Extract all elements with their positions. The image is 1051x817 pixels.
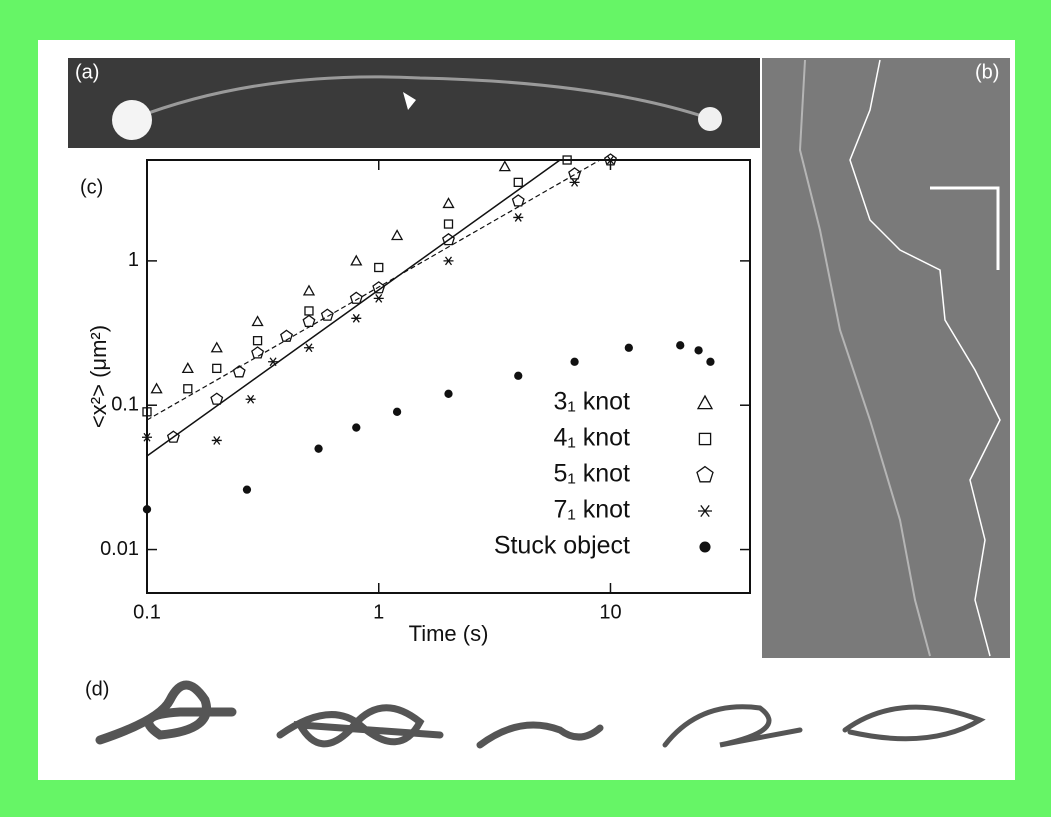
- marker: [142, 407, 152, 417]
- kymo-trace: [798, 59, 931, 657]
- dna-strand: [134, 75, 709, 120]
- panel-label: (d): [85, 678, 109, 700]
- marker: [511, 194, 525, 207]
- scale-bar: [930, 186, 1000, 270]
- marker: [212, 363, 222, 374]
- y-tick-label: 1: [128, 249, 139, 271]
- marker: [268, 357, 279, 367]
- marker: [442, 197, 455, 209]
- marker: [605, 155, 616, 165]
- marker: [443, 256, 454, 266]
- marker: [242, 485, 252, 494]
- marker: [150, 382, 163, 394]
- marker: [373, 293, 384, 303]
- marker: [166, 430, 180, 443]
- marker: [443, 219, 454, 229]
- marker: [210, 392, 224, 405]
- marker: [302, 284, 316, 296]
- panel-label: (b): [975, 61, 999, 83]
- marker: [604, 153, 617, 166]
- y-tick-label: 0.1: [111, 393, 139, 415]
- plot-frame: [146, 159, 751, 594]
- x-tick-label: 1: [373, 601, 384, 623]
- marker: [142, 432, 152, 442]
- fit-line: [146, 159, 561, 457]
- marker: [349, 291, 363, 304]
- legend-text: Stuck object: [494, 532, 630, 560]
- marker: [498, 160, 511, 172]
- legend-text: 5₁ knot: [553, 460, 630, 488]
- marker: [320, 308, 334, 321]
- fit-line: [146, 159, 601, 421]
- marker: [514, 371, 523, 380]
- marker: [142, 505, 152, 514]
- marker: [350, 254, 363, 266]
- marker: [210, 341, 223, 353]
- legend-symbol: [696, 465, 714, 483]
- marker: [513, 213, 524, 222]
- legend-symbol: [698, 505, 712, 517]
- marker: [302, 314, 316, 328]
- marker: [570, 357, 579, 366]
- x-tick-label: 0.1: [133, 601, 161, 623]
- marker: [251, 346, 265, 359]
- legend-text: 3₁ knot: [553, 388, 630, 416]
- marker: [676, 341, 685, 350]
- marker: [568, 167, 582, 180]
- legend-symbol: [696, 394, 714, 410]
- marker: [352, 423, 361, 432]
- marker: [694, 346, 703, 355]
- knot-drawings: [95, 680, 986, 749]
- marker: [706, 357, 715, 366]
- marker: [624, 343, 633, 352]
- bead: [698, 107, 722, 131]
- marker: [314, 444, 323, 453]
- marker: [562, 155, 572, 165]
- marker: [245, 394, 256, 404]
- marker: [372, 281, 386, 294]
- x-tick-label: 10: [599, 601, 621, 623]
- y-tick-label: 0.01: [100, 538, 139, 560]
- legend-text: 7₁ knot: [553, 496, 630, 524]
- marker: [392, 407, 402, 416]
- legend-symbol: [699, 541, 711, 553]
- marker: [303, 343, 314, 353]
- marker: [444, 389, 453, 398]
- marker: [252, 336, 263, 346]
- position-trace: [849, 59, 1001, 657]
- x-axis-label: Time (s): [409, 621, 489, 646]
- marker: [569, 177, 580, 187]
- marker: [211, 436, 222, 445]
- marker: [351, 313, 362, 323]
- arrowhead: [403, 92, 416, 110]
- marker: [181, 362, 194, 374]
- panel-label: (a): [75, 61, 99, 83]
- marker: [251, 315, 264, 327]
- legend-symbol: [698, 432, 712, 446]
- marker: [232, 365, 246, 378]
- marker: [390, 229, 404, 241]
- marker: [442, 232, 455, 246]
- marker: [280, 329, 293, 342]
- marker: [513, 177, 523, 188]
- y-axis-label: <x²> (μm²): [86, 325, 111, 428]
- marker: [183, 384, 193, 394]
- panel-label: (c): [80, 176, 103, 198]
- marker: [374, 262, 384, 273]
- legend-text: 4₁ knot: [553, 424, 630, 452]
- bead: [112, 100, 152, 140]
